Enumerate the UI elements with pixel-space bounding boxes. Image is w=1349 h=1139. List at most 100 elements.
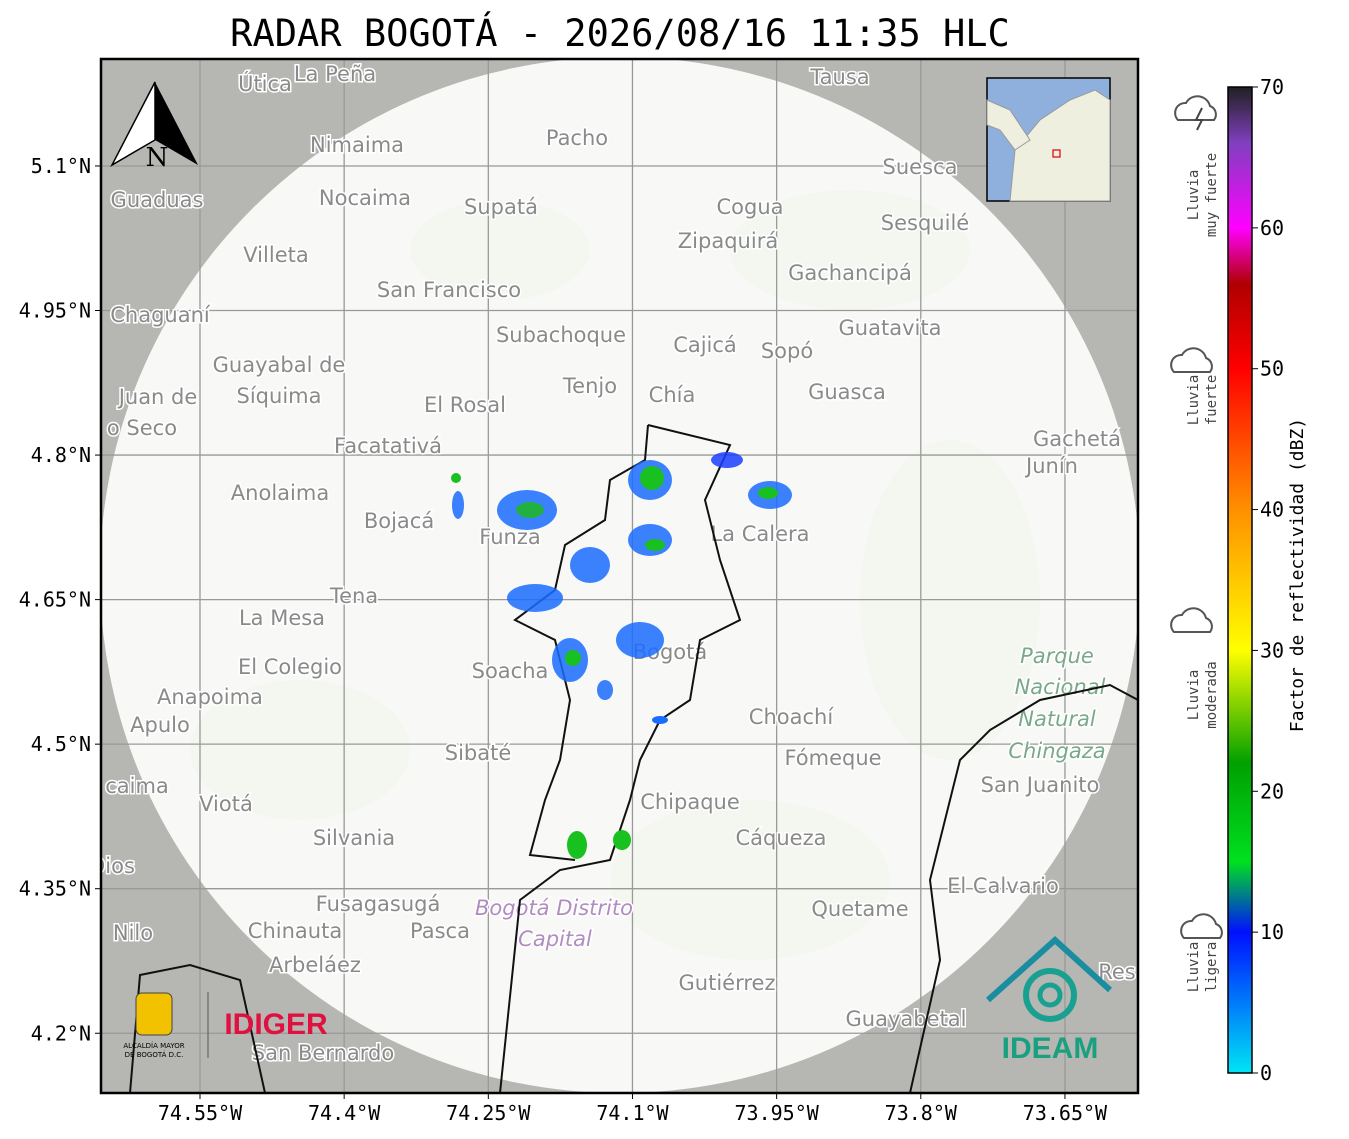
north-label: N xyxy=(146,143,169,173)
colorbar-tick-label: 10 xyxy=(1260,920,1284,944)
x-tick-label: 74.1°W xyxy=(596,1101,669,1125)
place-label: Supatá xyxy=(464,195,538,219)
map-frame xyxy=(99,57,1140,1095)
place-label: San Bernardo xyxy=(252,1041,394,1065)
y-tick-label: 4.65°N xyxy=(19,588,91,612)
north-arrow: N xyxy=(110,81,198,173)
place-label: Nimaima xyxy=(310,133,404,157)
place-label: La Calera xyxy=(710,522,809,546)
place-label: Pacho xyxy=(546,126,608,150)
place-label: Natural xyxy=(1018,707,1096,731)
rain-level-label: moderada xyxy=(1204,661,1220,728)
place-label: caima xyxy=(105,774,169,798)
place-label: Zipaquirá xyxy=(678,229,778,253)
place-label: Cáqueza xyxy=(736,826,827,850)
place-label: Subachoque xyxy=(496,323,626,347)
place-label: El Rosal xyxy=(424,393,506,417)
place-label: Anapoima xyxy=(157,685,263,709)
place-label: El Calvario xyxy=(947,874,1059,898)
place-label: Chinauta xyxy=(248,919,342,943)
place-label: San Juanito xyxy=(981,773,1100,797)
place-label: Gutiérrez xyxy=(679,971,776,995)
place-label: Fómeque xyxy=(784,746,881,770)
colorbar-tick-label: 70 xyxy=(1260,75,1284,99)
district-boundary xyxy=(499,424,742,1093)
logo-text: IDIGER xyxy=(224,1008,328,1041)
place-label: Nocaima xyxy=(319,186,411,210)
y-tick-label: 4.5°N xyxy=(31,732,91,756)
rain-level-label: ligera xyxy=(1204,942,1220,993)
place-label: Bojacá xyxy=(364,509,434,533)
place-label: Guayabal de xyxy=(213,353,346,377)
place-label: Capital xyxy=(518,927,592,951)
place-label: Guaduas xyxy=(111,188,204,212)
rain-icons xyxy=(1170,95,1223,939)
place-label: Cajicá xyxy=(673,333,737,357)
place-label: Choachí xyxy=(749,705,835,729)
place-label: Quetame xyxy=(811,897,908,921)
colorbar-tick-label: 60 xyxy=(1260,216,1284,240)
place-label: Tausa xyxy=(809,65,869,89)
colorbar-label: Factor de reflectividad (dBZ) xyxy=(1287,418,1308,732)
radar-echoes xyxy=(451,452,792,859)
logo-left: ALCALDÍA MAYOR DE BOGOTÁ D.C. IDIGER xyxy=(123,992,328,1059)
place-label: Sibaté xyxy=(445,741,512,765)
place-label: Soacha xyxy=(472,659,549,683)
place-label: Cogua xyxy=(716,195,783,219)
place-label: Gachetá xyxy=(1033,427,1121,451)
place-label: Dios xyxy=(89,854,135,878)
colorbar xyxy=(1227,86,1253,1074)
x-tick-label: 73.8°W xyxy=(885,1101,958,1125)
place-label: Suesca xyxy=(883,155,958,179)
title: RADAR BOGOTÁ - 2026/08/16 11:35 HLC xyxy=(230,11,1010,55)
logo-text: IDEAM xyxy=(1002,1032,1099,1065)
colorbar-tick-label: 0 xyxy=(1260,1061,1272,1085)
place-label: Chingaza xyxy=(1008,739,1105,763)
x-tick-label: 73.65°W xyxy=(1023,1101,1108,1125)
place-label: San Francisco xyxy=(377,278,521,302)
y-tick-label: 4.95°N xyxy=(19,299,91,323)
department-boundary xyxy=(909,683,1138,1093)
rain-level-label: Lluvia xyxy=(1186,170,1202,221)
y-tick-label: 4.2°N xyxy=(31,1021,91,1045)
place-label: Anolaima xyxy=(231,481,329,505)
y-tick-label: 4.35°N xyxy=(19,877,91,901)
colorbar-tick-label: 30 xyxy=(1260,638,1284,662)
logo-right: IDEAM xyxy=(985,935,1113,1065)
place-label: Guayabetal xyxy=(846,1007,967,1031)
place-label: Guatavita xyxy=(839,316,942,340)
x-tick-label: 73.95°W xyxy=(734,1101,819,1125)
colorbar-tick-label: 40 xyxy=(1260,498,1284,522)
place-label: Fusagasugá xyxy=(316,892,441,916)
place-label: El Colegio xyxy=(238,655,342,679)
colorbar-tick-label: 20 xyxy=(1260,779,1284,803)
place-label: Nilo xyxy=(113,921,153,945)
rain-level-label: fuerte xyxy=(1204,375,1220,426)
place-label: Juan de xyxy=(117,385,198,409)
place-label: La Peña xyxy=(294,62,376,86)
place-label: Tena xyxy=(329,584,378,608)
rain-level-label: muy fuerte xyxy=(1204,153,1220,237)
place-label: Parque xyxy=(1020,644,1094,668)
x-tick-label: 74.25°W xyxy=(446,1101,531,1125)
logo-text: DE BOGOTÁ D.C. xyxy=(125,1050,184,1059)
place-label: Junín xyxy=(1024,454,1078,478)
place-label: Tenjo xyxy=(562,374,617,398)
place-label: Chía xyxy=(649,383,696,407)
colorbar-tick-label: 50 xyxy=(1260,357,1284,381)
rain-level-label: Lluvia xyxy=(1186,670,1202,721)
logo-text: ALCALDÍA MAYOR xyxy=(123,1041,184,1050)
place-label: Síquima xyxy=(237,384,322,408)
map-area: Útica La Peña Tausa Pacho Nimaima Guaduas Noca… xyxy=(89,59,1138,1093)
place-label: Res xyxy=(1098,960,1136,984)
place-label: Viotá xyxy=(199,792,253,816)
place-label: Sesquilé xyxy=(881,211,969,235)
place-label: Sopó xyxy=(761,339,813,363)
place-label: Chaguaní xyxy=(110,303,211,327)
place-label: Facatativá xyxy=(334,434,442,458)
place-label: Apulo xyxy=(130,713,190,737)
radar-range xyxy=(101,59,1138,1093)
place-label: Útica xyxy=(238,71,292,96)
y-tick-label: 4.8°N xyxy=(31,443,91,467)
